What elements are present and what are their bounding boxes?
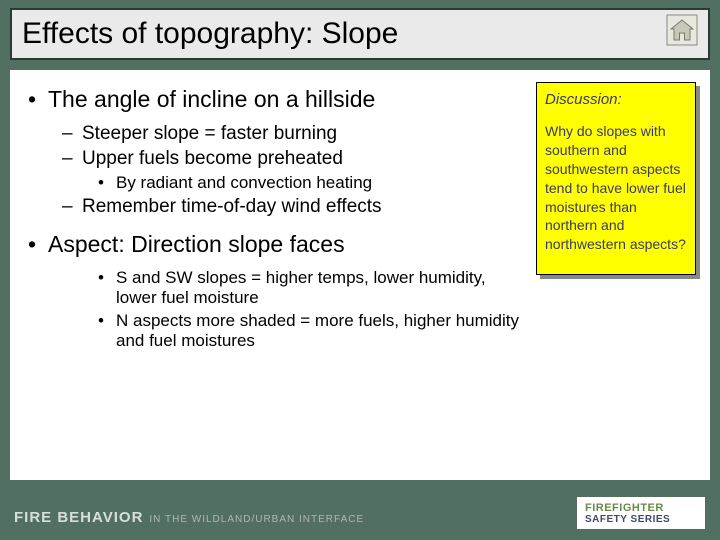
discussion-title: Discussion: bbox=[545, 91, 687, 108]
bullet-level3: S and SW slopes = higher temps, lower hu… bbox=[22, 268, 522, 308]
footer-brand: FIRE BEHAVIOR IN THE WILDLAND/URBAN INTE… bbox=[14, 509, 364, 526]
footer-badge-line1: FIREFIGHTER bbox=[585, 502, 705, 514]
slide-title: Effects of topography: Slope bbox=[22, 17, 398, 51]
bullet-level1: Aspect: Direction slope faces bbox=[22, 231, 522, 258]
discussion-box: Discussion: Why do slopes with southern … bbox=[536, 82, 696, 275]
title-bar: Effects of topography: Slope bbox=[10, 8, 710, 60]
main-content: The angle of incline on a hillside Steep… bbox=[22, 82, 522, 354]
footer-badge: FIREFIGHTER SAFETY SERIES bbox=[576, 496, 706, 530]
bullet-level2: Steeper slope = faster burning bbox=[22, 123, 522, 145]
slide: Effects of topography: Slope The angle o… bbox=[0, 0, 720, 540]
bullet-level2: Upper fuels become preheated bbox=[22, 148, 522, 170]
discussion-text: Why do slopes with southern and southwes… bbox=[545, 122, 687, 254]
footer-brand-main: FIRE BEHAVIOR bbox=[14, 509, 143, 526]
footer-badge-line2: SAFETY SERIES bbox=[585, 514, 705, 525]
bullet-level3: N aspects more shaded = more fuels, high… bbox=[22, 311, 522, 351]
bullet-level2: Remember time-of-day wind effects bbox=[22, 196, 522, 218]
home-icon[interactable] bbox=[666, 14, 698, 46]
bullet-level3: By radiant and convection heating bbox=[22, 173, 522, 193]
footer-brand-tag: IN THE WILDLAND/URBAN INTERFACE bbox=[149, 514, 364, 525]
footer: FIRE BEHAVIOR IN THE WILDLAND/URBAN INTE… bbox=[0, 488, 720, 540]
bullet-level1: The angle of incline on a hillside bbox=[22, 86, 522, 113]
content-area: The angle of incline on a hillside Steep… bbox=[10, 70, 710, 480]
